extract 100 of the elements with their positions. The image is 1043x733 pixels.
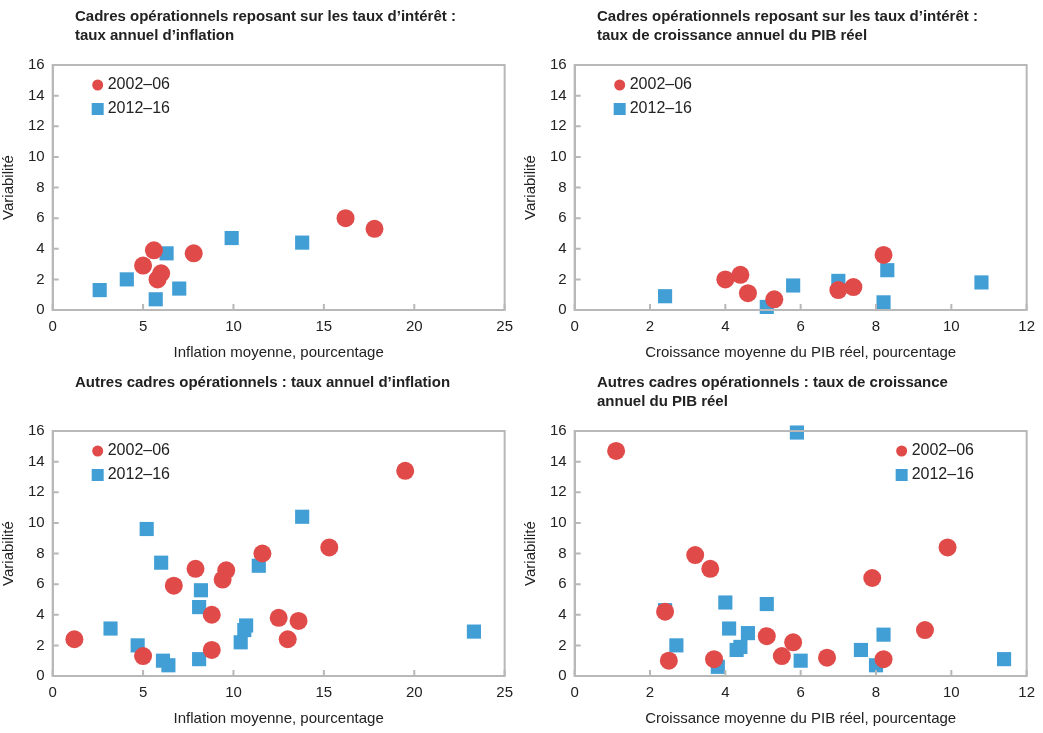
y-tick-label: 14	[550, 85, 567, 103]
y-axis-title: Variabilité	[521, 521, 539, 586]
legend-label: 2002–06	[911, 441, 975, 459]
point	[396, 461, 415, 480]
point	[686, 546, 705, 565]
point	[765, 290, 784, 309]
x-tick-label: 25	[496, 317, 513, 335]
point	[759, 596, 774, 612]
point	[184, 244, 203, 263]
x-tick-label: 0	[570, 683, 579, 701]
x-tick-label: 12	[1018, 317, 1035, 335]
point	[217, 561, 236, 580]
chart-title: Cadres opérationnels reposant sur les taux d’intérêt : taux de croissance annuel du PIB réel	[597, 6, 978, 44]
y-tick-label: 8	[558, 177, 567, 195]
y-tick-label: 16	[550, 55, 567, 73]
x-tick-label: 5	[138, 317, 148, 335]
point	[880, 263, 895, 278]
chart-title: Autres cadres opérationnels : taux de croissance annuel du PIB réel	[597, 372, 948, 410]
x-tick-label: 10	[225, 683, 242, 701]
point	[161, 658, 176, 673]
y-tick-label: 4	[558, 238, 567, 256]
chart-title: Cadres opérationnels reposant sur les taux d’intérêt : taux annuel d’inflation	[75, 6, 456, 44]
point	[148, 292, 163, 307]
x-tick-label: 4	[721, 683, 730, 701]
point	[701, 559, 720, 578]
y-tick-label: 0	[36, 300, 45, 318]
legend-label: 2012–16	[629, 99, 693, 117]
x-axis-title: Inflation moyenne, pourcentage	[173, 709, 384, 727]
y-tick-label: 4	[558, 604, 567, 622]
y-tick-label: 14	[28, 451, 45, 469]
point	[320, 538, 339, 557]
point	[119, 272, 134, 287]
y-tick-label: 2	[36, 635, 45, 653]
point	[336, 209, 355, 228]
point	[772, 647, 791, 666]
point	[289, 611, 308, 630]
point	[607, 441, 626, 460]
y-tick-label: 10	[550, 513, 567, 531]
x-tick-label: 12	[1018, 683, 1035, 701]
y-tick-label: 10	[28, 513, 45, 531]
x-tick-label: 10	[942, 317, 960, 335]
y-tick-label: 16	[550, 421, 567, 439]
point	[874, 245, 893, 264]
y-axis-title: Variabilité	[0, 155, 17, 220]
point	[731, 265, 750, 284]
y-tick-label: 0	[558, 666, 567, 684]
point	[295, 235, 310, 250]
point	[144, 241, 163, 260]
y-tick-label: 8	[36, 543, 45, 561]
point	[202, 640, 221, 659]
point	[154, 555, 169, 570]
chart-title: Autres cadres opérationnels : taux annuel d’inflation	[75, 372, 451, 391]
point	[152, 264, 171, 283]
x-tick-label: 2	[645, 317, 655, 335]
y-tick-label: 6	[36, 208, 45, 226]
x-tick-label: 20	[405, 683, 423, 701]
x-tick-label: 10	[942, 683, 960, 701]
x-tick-label: 8	[871, 317, 881, 335]
point	[733, 639, 748, 654]
y-tick-label: 12	[28, 116, 45, 134]
y-tick-label: 2	[558, 635, 567, 653]
x-tick-label: 6	[796, 683, 805, 701]
legend-label: 2002–06	[107, 441, 171, 459]
x-tick-label: 4	[721, 317, 730, 335]
y-tick-label: 12	[550, 482, 567, 500]
point	[192, 652, 207, 667]
point	[202, 605, 221, 624]
point	[253, 544, 272, 563]
y-tick-label: 4	[36, 238, 45, 256]
legend-label: 2002–06	[629, 75, 693, 93]
legend-label: 2012–16	[911, 465, 975, 483]
y-tick-label: 0	[558, 300, 567, 318]
point	[65, 630, 84, 649]
point	[829, 281, 848, 300]
y-tick-label: 8	[36, 177, 45, 195]
point	[365, 219, 384, 238]
x-tick-label: 10	[225, 317, 242, 335]
y-tick-label: 10	[550, 147, 567, 165]
point	[863, 569, 882, 587]
point	[658, 289, 673, 304]
x-axis-title: Croissance moyenne du PIB réel, pourcentage	[645, 709, 957, 727]
x-tick-label: 0	[48, 317, 57, 335]
point	[757, 627, 776, 646]
point	[659, 651, 678, 670]
y-tick-label: 16	[28, 421, 45, 439]
point	[740, 626, 756, 641]
point	[278, 630, 297, 649]
legend-label: 2002–06	[107, 75, 171, 93]
point	[996, 652, 1012, 667]
point	[784, 633, 803, 652]
x-tick-label: 0	[48, 683, 57, 701]
x-tick-label: 2	[645, 683, 655, 701]
point	[466, 624, 481, 639]
point	[938, 538, 957, 557]
point	[874, 650, 893, 669]
y-tick-label: 2	[36, 269, 45, 287]
x-tick-label: 20	[405, 317, 423, 335]
point	[738, 284, 757, 303]
point	[844, 278, 863, 297]
point	[818, 648, 837, 667]
